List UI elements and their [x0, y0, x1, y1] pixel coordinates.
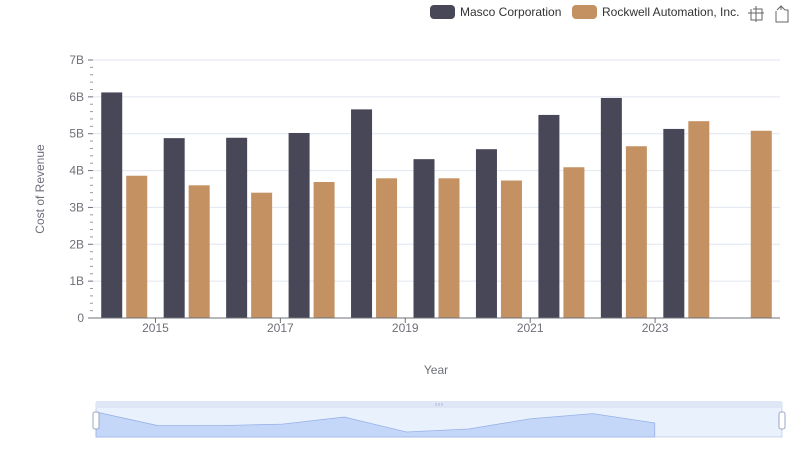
- bar-rockwell-2018[interactable]: [376, 178, 398, 318]
- data-zoom-move-handle-icon[interactable]: [435, 403, 443, 406]
- bar-rockwell-2019[interactable]: [438, 178, 460, 318]
- bar-rockwell-2016[interactable]: [251, 192, 273, 318]
- legend-swatch-masco: [430, 5, 455, 19]
- bar-rockwell-2024[interactable]: [750, 130, 772, 318]
- legend: Masco Corporation Rockwell Automation, I…: [430, 5, 739, 19]
- bar-masco-2019[interactable]: [413, 159, 435, 318]
- bar-masco-2015[interactable]: [163, 138, 185, 318]
- legend-swatch-rockwell: [572, 5, 597, 19]
- bar-rockwell-2017[interactable]: [313, 181, 335, 318]
- legend-item-rockwell[interactable]: Rockwell Automation, Inc.: [572, 5, 739, 19]
- bars: [101, 92, 772, 318]
- bar-masco-2020[interactable]: [475, 149, 497, 318]
- x-axis-ticks: 2015 2017 2019 2021 2023: [142, 318, 669, 335]
- data-zoom-slider[interactable]: [92, 401, 786, 438]
- legend-label-rockwell: Rockwell Automation, Inc.: [602, 5, 739, 19]
- bar-masco-2018[interactable]: [351, 109, 373, 318]
- bar-masco-2022[interactable]: [600, 97, 622, 318]
- x-tick-label: 2015: [142, 321, 169, 335]
- y-tick-label: 4B: [69, 164, 84, 178]
- bar-masco-2023[interactable]: [663, 128, 685, 318]
- bar-masco-2014[interactable]: [101, 92, 123, 318]
- data-zoom-preview-area: [95, 411, 656, 438]
- y-tick-label: 0: [77, 311, 84, 325]
- legend-label-masco: Masco Corporation: [460, 5, 561, 19]
- y-axis-minor-ticks: [90, 66, 93, 312]
- bar-masco-2017[interactable]: [288, 132, 310, 318]
- y-tick-label: 5B: [69, 127, 84, 141]
- y-tick-label: 3B: [69, 200, 84, 214]
- data-zoom-left-handle[interactable]: [92, 411, 100, 430]
- restore-icon[interactable]: [775, 5, 789, 23]
- bar-rockwell-2022[interactable]: [625, 146, 647, 318]
- bar-rockwell-2023[interactable]: [688, 121, 710, 318]
- zoom-select-icon[interactable]: [748, 6, 764, 22]
- x-tick-label: 2017: [267, 321, 294, 335]
- x-tick-label: 2021: [517, 321, 544, 335]
- x-tick-label: 2019: [392, 321, 419, 335]
- data-zoom-right-handle[interactable]: [778, 411, 786, 430]
- bar-rockwell-2014[interactable]: [126, 175, 148, 318]
- x-axis-title: Year: [424, 363, 448, 377]
- y-axis-ticks: 0 1B 2B 3B 4B 5B 6B 7B: [69, 53, 93, 325]
- x-tick-label: 2023: [642, 321, 669, 335]
- data-zoom-selected-range: [96, 403, 782, 437]
- bar-rockwell-2020[interactable]: [500, 180, 522, 318]
- bar-masco-2021[interactable]: [538, 114, 560, 318]
- bar-rockwell-2021[interactable]: [563, 167, 585, 318]
- y-tick-label: 6B: [69, 90, 84, 104]
- y-tick-label: 7B: [69, 53, 84, 67]
- bar-rockwell-2015[interactable]: [188, 185, 210, 318]
- y-tick-label: 1B: [69, 274, 84, 288]
- legend-item-masco[interactable]: Masco Corporation: [430, 5, 561, 19]
- bar-masco-2016[interactable]: [226, 137, 248, 318]
- y-tick-label: 2B: [69, 237, 84, 251]
- y-axis-title: Cost of Revenue: [33, 144, 47, 234]
